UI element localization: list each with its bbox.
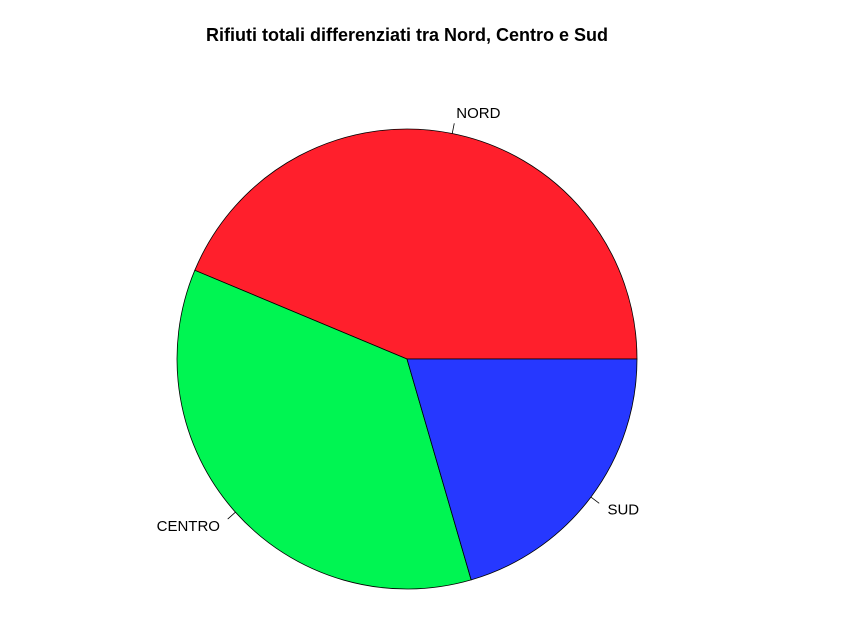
pie-label-tick-sud: [590, 496, 600, 504]
pie-labels: NORD CENTRO SUD: [157, 105, 640, 535]
pie-label-tick-nord: [451, 123, 455, 134]
pie-label-centro: CENTRO: [157, 518, 220, 535]
pie-label-tick-centro: [227, 511, 236, 520]
pie-label-nord: NORD: [456, 105, 500, 122]
chart-title: Rifiuti totali differenziati tra Nord, C…: [206, 25, 608, 45]
pie-label-sud: SUD: [607, 502, 639, 519]
pie-slices: [176, 128, 638, 590]
pie-slice-centro: [176, 269, 472, 590]
